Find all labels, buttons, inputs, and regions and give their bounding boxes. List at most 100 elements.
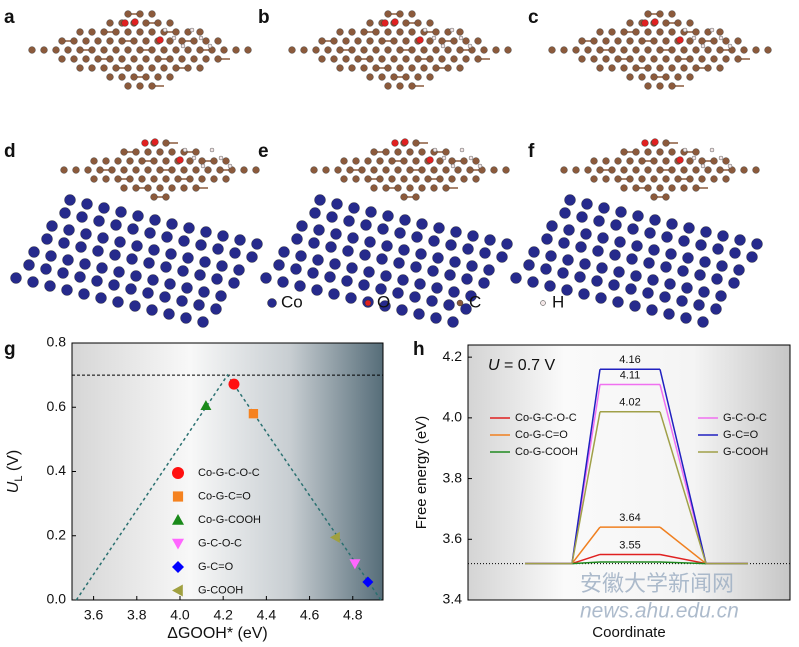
atom bbox=[80, 228, 92, 240]
atom bbox=[728, 277, 740, 289]
atom bbox=[143, 257, 155, 269]
atom bbox=[64, 194, 76, 206]
legend-label: Co-G-C=O bbox=[198, 490, 251, 502]
atom bbox=[156, 184, 164, 192]
atom bbox=[28, 246, 40, 258]
atom bbox=[591, 275, 603, 287]
atom bbox=[608, 46, 616, 54]
atom bbox=[716, 260, 728, 272]
atom bbox=[396, 304, 408, 316]
atom bbox=[620, 64, 628, 72]
atom bbox=[704, 166, 712, 174]
atom bbox=[602, 157, 610, 165]
atom bbox=[450, 226, 462, 238]
atom bbox=[620, 46, 628, 54]
atom bbox=[106, 55, 114, 63]
atom bbox=[222, 175, 230, 183]
atom bbox=[700, 163, 706, 169]
atom bbox=[124, 64, 132, 72]
legend-marker bbox=[267, 298, 277, 308]
atom bbox=[479, 247, 491, 259]
atom bbox=[113, 266, 125, 278]
atom bbox=[641, 19, 649, 27]
atom bbox=[63, 224, 75, 236]
atom bbox=[288, 46, 296, 54]
atom bbox=[198, 175, 206, 183]
atom bbox=[390, 73, 398, 81]
point bbox=[362, 576, 374, 588]
atom bbox=[180, 43, 186, 49]
atom bbox=[418, 166, 426, 174]
atom bbox=[590, 175, 598, 183]
atom bbox=[363, 266, 375, 278]
atom bbox=[662, 73, 670, 81]
x-axis-label: Coordinate bbox=[592, 624, 665, 641]
value-label: 4.02 bbox=[619, 397, 640, 409]
atom bbox=[182, 147, 188, 153]
atom bbox=[28, 46, 36, 54]
atom bbox=[178, 55, 186, 63]
atom bbox=[680, 184, 688, 192]
atom bbox=[727, 163, 733, 169]
atom bbox=[156, 148, 164, 156]
atom bbox=[716, 64, 724, 72]
atom bbox=[124, 46, 132, 54]
atom bbox=[210, 157, 218, 165]
atom bbox=[166, 55, 174, 63]
atom bbox=[366, 73, 374, 81]
atom bbox=[442, 166, 450, 174]
value-label: 4.16 bbox=[619, 354, 640, 366]
atom bbox=[160, 64, 168, 72]
atom bbox=[328, 288, 340, 300]
atom bbox=[680, 64, 688, 72]
atom bbox=[674, 55, 682, 63]
atom bbox=[326, 211, 338, 223]
atom bbox=[318, 55, 326, 63]
atom bbox=[391, 139, 399, 147]
atom bbox=[644, 28, 652, 36]
panel-label: b bbox=[258, 7, 270, 28]
atom bbox=[444, 64, 452, 72]
legend-label: G-COOH bbox=[198, 584, 243, 596]
atom bbox=[381, 240, 393, 252]
atom bbox=[334, 166, 342, 174]
atom bbox=[650, 55, 658, 63]
atom bbox=[572, 166, 580, 174]
atom bbox=[346, 166, 354, 174]
atom bbox=[136, 46, 144, 54]
atom bbox=[596, 64, 604, 72]
point bbox=[200, 400, 212, 411]
atom bbox=[114, 236, 126, 248]
atom bbox=[382, 210, 394, 222]
x-tick-label: 4.6 bbox=[300, 607, 320, 623]
atom bbox=[207, 43, 213, 49]
atom bbox=[424, 175, 432, 183]
atom bbox=[540, 263, 552, 275]
atom bbox=[682, 252, 694, 264]
atom bbox=[477, 163, 483, 169]
atom bbox=[414, 19, 422, 27]
atom bbox=[121, 19, 129, 27]
atom bbox=[613, 266, 625, 278]
atom bbox=[432, 46, 440, 54]
atom bbox=[406, 148, 414, 156]
atom bbox=[431, 282, 443, 294]
atom bbox=[176, 156, 184, 164]
atom bbox=[614, 157, 622, 165]
atom bbox=[545, 250, 557, 262]
atom bbox=[90, 175, 98, 183]
atom bbox=[23, 259, 35, 271]
atom bbox=[659, 291, 671, 303]
legend-label: C bbox=[469, 292, 481, 311]
atom bbox=[644, 166, 652, 174]
atom bbox=[625, 283, 637, 295]
atom bbox=[656, 82, 664, 90]
atom bbox=[450, 55, 458, 63]
atom bbox=[365, 206, 377, 218]
atom bbox=[646, 304, 658, 316]
legend-marker bbox=[172, 491, 184, 502]
atom bbox=[632, 184, 640, 192]
atom bbox=[590, 37, 598, 45]
legend-marker bbox=[172, 561, 184, 573]
